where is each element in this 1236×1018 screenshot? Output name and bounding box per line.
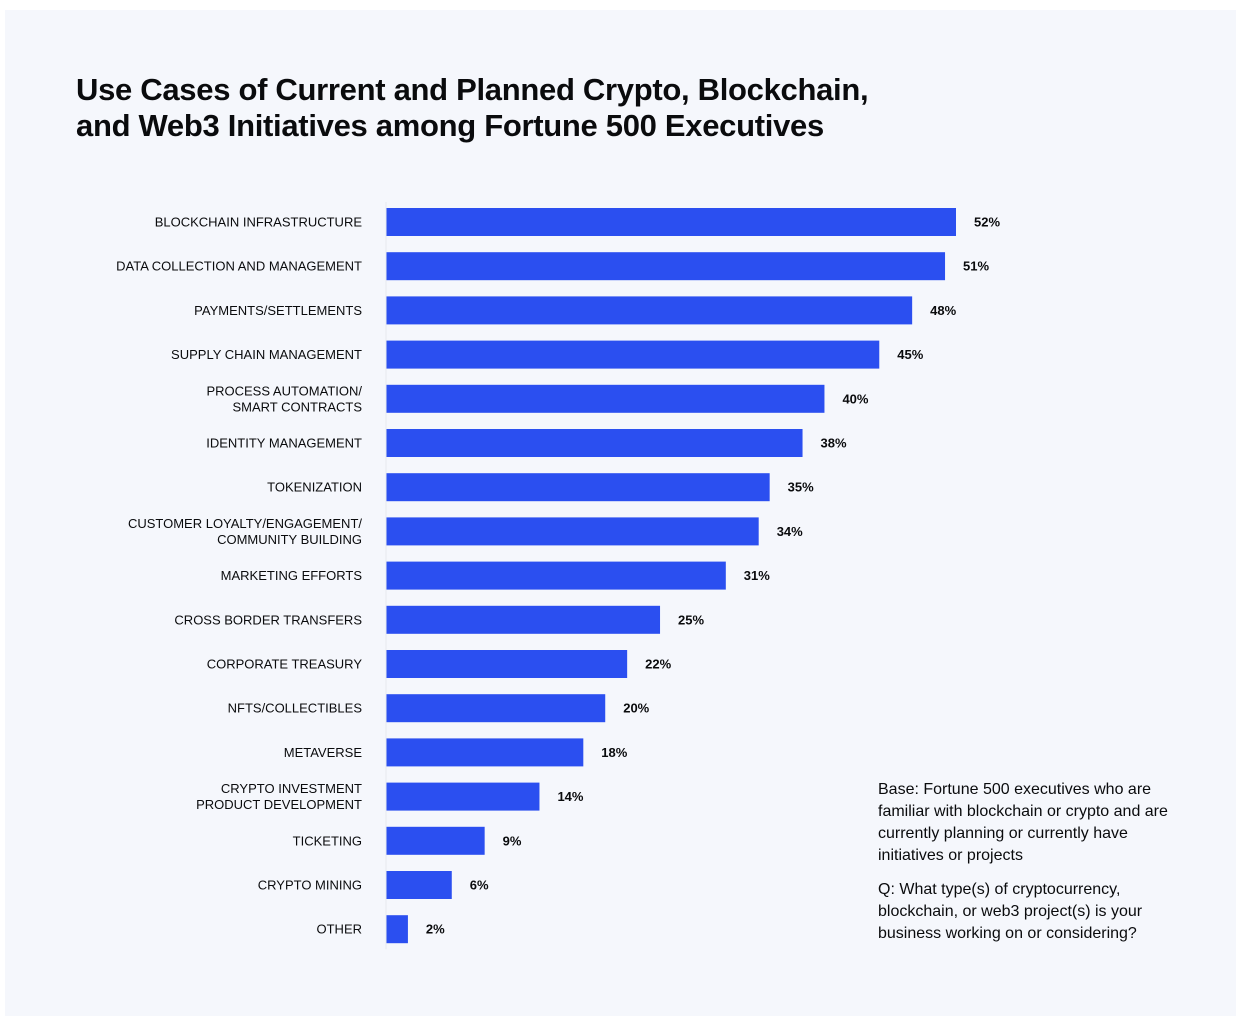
bar-value-label: 51% xyxy=(963,259,989,274)
category-label: CROSS BORDER TRANSFERS xyxy=(174,612,362,627)
category-label: PROCESS AUTOMATION/SMART CONTRACTS xyxy=(206,383,362,414)
bar xyxy=(386,296,913,325)
category-label: METAVERSE xyxy=(284,745,363,760)
chart-title: Use Cases of Current and Planned Crypto,… xyxy=(76,72,976,144)
bar-value-label: 22% xyxy=(645,657,671,672)
category-label: CUSTOMER LOYALTY/ENGAGEMENT/COMMUNITY BU… xyxy=(128,516,362,547)
category-label: CRYPTO INVESTMENT PRODUCT DEVELOPMENT xyxy=(196,781,362,812)
category-label: NFTS/COLLECTIBLES xyxy=(228,701,363,716)
bar xyxy=(386,384,825,413)
category-label: CRYPTO MINING xyxy=(258,878,362,893)
question-note: Q: What type(s) of cryptocurrency, block… xyxy=(878,881,1143,942)
bar xyxy=(386,561,726,590)
category-label: TOKENIZATION xyxy=(267,480,362,495)
bar-value-label: 14% xyxy=(557,789,583,804)
bar xyxy=(386,429,803,457)
bar xyxy=(386,605,661,634)
category-label: PAYMENTS/SETTLEMENTS xyxy=(194,303,362,318)
bar-value-label: 40% xyxy=(842,391,868,406)
category-label: MARKETING EFFORTS xyxy=(221,568,363,583)
chart-notes: Base: Fortune 500 executives who are fam… xyxy=(878,779,1188,957)
category-label: CORPORATE TREASURY xyxy=(207,657,363,672)
category-label: DATA COLLECTION AND MANAGEMENT xyxy=(116,259,362,274)
bar-value-label: 2% xyxy=(426,922,445,937)
bar-value-label: 52% xyxy=(974,215,1000,230)
bar xyxy=(386,915,408,944)
bar-value-label: 18% xyxy=(601,745,627,760)
bar-value-label: 48% xyxy=(930,303,956,318)
bar-value-label: 45% xyxy=(897,347,923,362)
bar-value-label: 34% xyxy=(777,524,803,539)
bar-value-label: 35% xyxy=(788,480,814,495)
bar-value-label: 25% xyxy=(678,612,704,627)
bar xyxy=(386,738,584,767)
base-note: Base: Fortune 500 executives who are fam… xyxy=(878,781,1168,864)
bar xyxy=(386,782,540,811)
bar xyxy=(386,694,606,723)
bar xyxy=(386,650,628,678)
bar xyxy=(386,871,452,899)
bar-value-label: 38% xyxy=(821,436,847,451)
bar xyxy=(386,473,770,502)
bar xyxy=(386,340,880,369)
bar xyxy=(386,826,485,855)
bar-value-label: 6% xyxy=(470,878,489,893)
chart-card xyxy=(5,10,1236,1016)
category-label: SUPPLY CHAIN MANAGEMENT xyxy=(171,347,362,362)
bar-value-label: 31% xyxy=(744,568,770,583)
bar-value-label: 20% xyxy=(623,701,649,716)
chart-title-line-2: and Web3 Initiatives among Fortune 500 E… xyxy=(76,108,824,143)
category-label: BLOCKCHAIN INFRASTRUCTURE xyxy=(155,215,363,230)
category-label: TICKETING xyxy=(293,833,362,848)
chart-title-line-1: Use Cases of Current and Planned Crypto,… xyxy=(76,72,869,107)
bar-value-label: 9% xyxy=(503,833,522,848)
bar xyxy=(386,517,759,546)
category-label: IDENTITY MANAGEMENT xyxy=(206,436,362,451)
bar xyxy=(386,252,946,281)
bar xyxy=(386,208,956,236)
category-label: OTHER xyxy=(317,922,363,937)
